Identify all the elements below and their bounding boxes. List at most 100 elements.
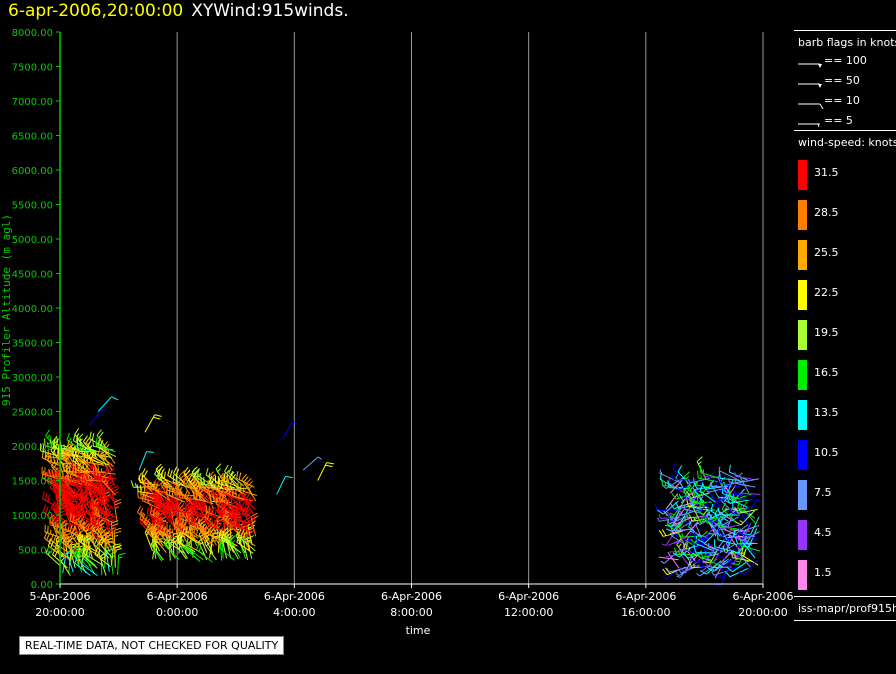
barb-legend-glyph xyxy=(798,123,820,128)
barb-legend-title: barb flags in knots xyxy=(798,36,896,49)
x-tick-time: 8:00:00 xyxy=(390,606,432,619)
barb-legend-glyph xyxy=(798,103,824,110)
valid-time: 6-apr-2006,20:00:00 xyxy=(8,1,184,21)
wind-barb xyxy=(225,482,249,491)
speed-color-swatch xyxy=(798,480,807,510)
speed-color-swatch xyxy=(798,560,807,590)
y-tick-label: 3000.00 xyxy=(12,373,53,384)
barb-legend-label: == 100 xyxy=(824,54,867,67)
barb-legend-label: == 5 xyxy=(824,114,853,127)
wind-barb xyxy=(105,462,116,486)
wind-barb xyxy=(734,536,758,545)
y-tick-label: 2000.00 xyxy=(12,442,53,453)
wind-barb xyxy=(738,531,760,542)
wind-barb xyxy=(740,492,761,495)
wind-barb xyxy=(45,546,62,567)
wind-barb xyxy=(138,451,154,471)
wind-barb xyxy=(182,504,203,518)
wind-barb xyxy=(677,544,700,551)
speed-legend-label: 7.5 xyxy=(814,486,832,499)
wind-barb xyxy=(215,463,228,487)
barb-legend-glyph xyxy=(798,83,822,88)
wind-barb xyxy=(74,556,91,576)
speed-legend-label: 28.5 xyxy=(814,206,839,219)
wind-barb xyxy=(738,501,757,520)
wind-barb xyxy=(713,522,731,535)
wind-barb xyxy=(224,464,239,487)
vertical-grid xyxy=(176,32,764,584)
wind-barb xyxy=(138,475,160,487)
x-tick-time: 12:00:00 xyxy=(504,606,553,619)
y-tick-label: 7000.00 xyxy=(12,97,53,108)
wind-barb xyxy=(276,475,293,495)
wind-barb xyxy=(117,552,126,575)
x-axis-ticks: 5-Apr-2006 20:00:00 6-Apr-2006 0:00:00 6-Apr… xyxy=(29,584,794,619)
x-tick-time: 20:00:00 xyxy=(35,606,84,619)
wind-barb xyxy=(724,508,745,510)
speed-legend-label: 4.5 xyxy=(814,526,832,539)
x-tick-time: 16:00:00 xyxy=(621,606,670,619)
wind-barb xyxy=(113,527,122,551)
wind-barb xyxy=(689,495,712,504)
wind-barb xyxy=(699,483,717,504)
wind-barb xyxy=(237,482,258,496)
y-tick-label: 8000.00 xyxy=(12,28,53,39)
speed-legend-label: 16.5 xyxy=(814,366,839,379)
y-tick-label: 7500.00 xyxy=(12,63,53,74)
wind-barb xyxy=(282,421,297,440)
wind-barb xyxy=(97,440,116,457)
y-tick-label: 4500.00 xyxy=(12,270,53,281)
wind-barb xyxy=(694,494,714,512)
wind-barb xyxy=(75,501,96,517)
wind-barb xyxy=(113,498,122,523)
wind-barb xyxy=(164,538,180,560)
wind-barb xyxy=(92,516,112,531)
wind-barb xyxy=(229,535,241,559)
x-tick-date: 5-Apr-2006 xyxy=(29,590,90,603)
wind-barb xyxy=(670,526,693,531)
speed-color-swatch xyxy=(798,520,807,550)
legend-top-rule xyxy=(794,30,896,31)
wind-barb xyxy=(718,466,738,480)
barb-legend-glyph xyxy=(798,63,822,68)
speed-legend-label: 19.5 xyxy=(814,326,839,339)
wind-barb xyxy=(184,526,203,545)
wind-barb xyxy=(42,491,61,509)
x-tick-time: 20:00:00 xyxy=(738,606,787,619)
wind-barb xyxy=(94,547,111,568)
wind-barb xyxy=(317,462,334,481)
speed-legend-label: 13.5 xyxy=(814,406,839,419)
wind-barb xyxy=(675,474,689,494)
wind-barb xyxy=(734,509,756,526)
wind-barb xyxy=(84,540,103,559)
wind-barb xyxy=(726,551,746,561)
wind-barb xyxy=(62,464,85,474)
wind-barb xyxy=(60,482,81,497)
wind-barb xyxy=(669,550,690,553)
wind-barb xyxy=(737,500,756,519)
wind-barb xyxy=(99,510,117,530)
wind-barb xyxy=(80,556,98,577)
barb-legend-label: == 10 xyxy=(824,94,860,107)
y-tick-label: 2500.00 xyxy=(12,408,53,419)
wind-barb xyxy=(711,566,732,569)
wind-barb xyxy=(79,507,98,525)
wind-barb xyxy=(719,475,741,488)
speed-color-swatch xyxy=(798,400,807,430)
wind-barb xyxy=(94,464,116,475)
wind-barb xyxy=(60,534,77,555)
wind-barb xyxy=(69,524,88,544)
wind-barb xyxy=(717,532,738,546)
wind-barb xyxy=(114,544,122,568)
wind-barb xyxy=(40,443,60,457)
x-tick-date: 6-Apr-2006 xyxy=(498,590,559,603)
wind-barb xyxy=(245,478,257,502)
wind-barb xyxy=(728,524,749,538)
wind-barb xyxy=(682,545,696,562)
speed-legend-label: 1.5 xyxy=(814,566,832,579)
wind-barb xyxy=(95,437,116,453)
wind-barb xyxy=(696,564,717,577)
wind-barb xyxy=(685,538,707,554)
wind-barb xyxy=(225,533,242,554)
wind-barb xyxy=(671,492,696,500)
